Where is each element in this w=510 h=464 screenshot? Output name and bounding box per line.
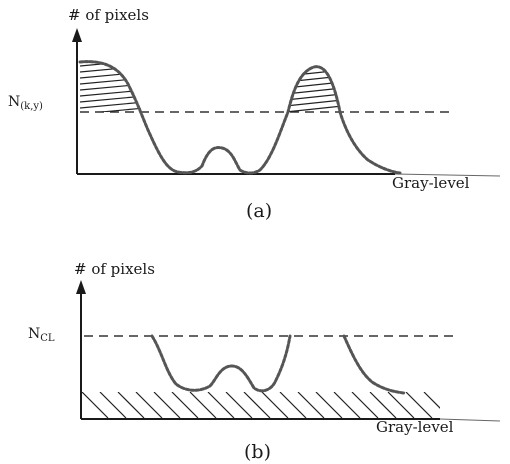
panel-b-clip-limit-label: NCL <box>28 326 55 344</box>
panel-a-histogram-curve <box>78 60 402 175</box>
panel-a-y-axis-label: # of pixels <box>68 6 149 24</box>
panel-b-x-axis-tail <box>439 418 501 422</box>
panel-b-histogram-curve-right <box>342 334 406 395</box>
panel-a-x-axis-label: Gray-level <box>392 174 470 192</box>
panel-b-y-axis-arrow <box>76 280 86 294</box>
panel-a-y-axis-arrow <box>72 28 82 42</box>
panel-b-histogram-curve-left <box>150 334 292 393</box>
panel-a-caption: (a) <box>246 200 272 222</box>
panel-a-threshold-label: N(k,y) <box>8 94 43 112</box>
panel-a-x-axis-tail <box>394 173 501 177</box>
panel-a: # of pixels N(k,y) <box>8 6 501 222</box>
panel-b-x-axis-label: Gray-level <box>376 418 454 436</box>
panel-b-y-axis-label: # of pixels <box>74 260 155 278</box>
panel-b-redistributed-area <box>81 392 440 418</box>
panel-b-caption: (b) <box>244 441 271 463</box>
panel-b: # of pixels NCL <box>28 260 501 463</box>
